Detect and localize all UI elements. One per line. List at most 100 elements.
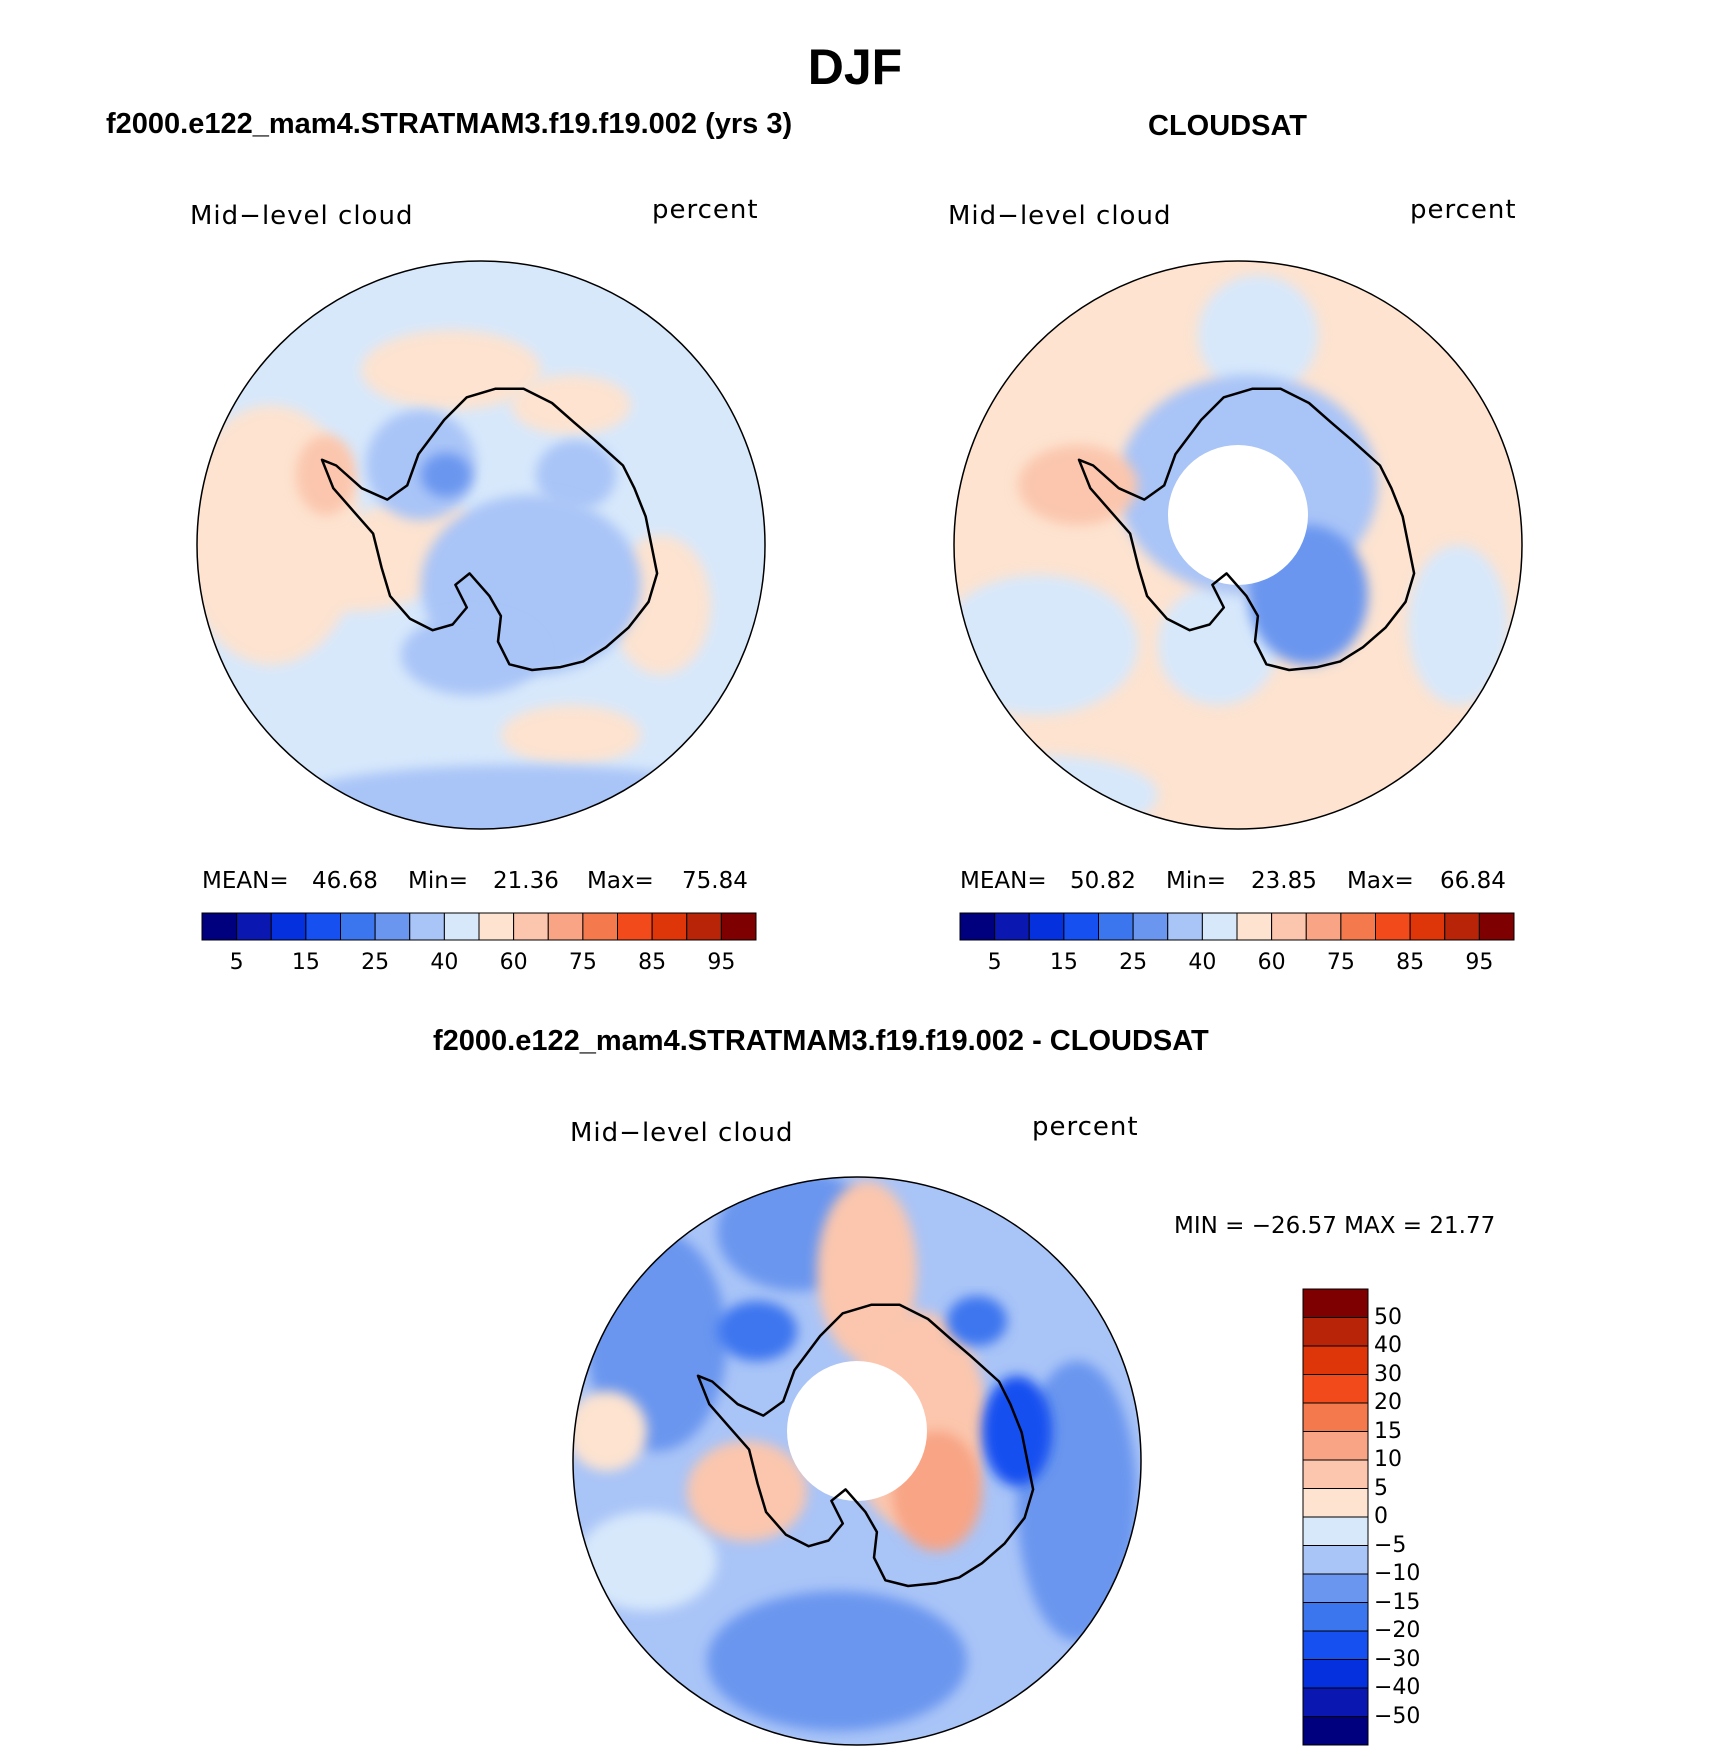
- panel2-warm-region-peninsula: [1018, 445, 1138, 525]
- panel2-min-label: Min=: [1166, 868, 1227, 894]
- panel3-colorbar-tick-label: −50: [1374, 1703, 1421, 1729]
- panel1-colorbar-swatch: [651, 912, 688, 941]
- panel1-colorbar-tick-label: 15: [291, 950, 320, 975]
- panel1-colorbar-swatch: [720, 912, 757, 941]
- panel1-min-label: Min=: [408, 868, 469, 894]
- panel2-colorbar-swatch: [1340, 912, 1376, 941]
- panel2-colorbar-swatch: [1132, 912, 1169, 941]
- panel2-colorbar-tick-label: 60: [1257, 950, 1286, 975]
- panel3-colorbar-swatch: [1302, 1459, 1369, 1489]
- panel2-cool-region-east: [1408, 545, 1508, 705]
- panel3-colorbar-tick-label: 30: [1374, 1361, 1402, 1387]
- panel3-warm-patch-west: [573, 1391, 647, 1471]
- panel2-colorbar-swatch: [994, 912, 1030, 941]
- panel3-variable-label: Mid−level cloud: [570, 1118, 794, 1148]
- panel3-colorbar-swatch: [1302, 1687, 1369, 1717]
- panel1-colorbar-swatch: [374, 912, 411, 941]
- panel1-colorbar-swatch: [582, 912, 618, 941]
- panel1-max-label: Max=: [587, 868, 654, 894]
- figure-title: DJF: [807, 39, 903, 95]
- panel2-mean-label: MEAN=: [960, 868, 1047, 894]
- panel2-colorbar-tick-label: 25: [1119, 950, 1148, 975]
- panel2-colorbar-swatch: [1444, 912, 1480, 941]
- panel2-colorbar-swatch: [959, 912, 996, 941]
- panel2-colorbar-swatch: [1063, 912, 1099, 941]
- panel2-cool-region-weddell: [1158, 585, 1278, 705]
- panel3-colorbar-tick-label: 5: [1374, 1475, 1388, 1501]
- panel3-mild-region-west: [577, 1511, 717, 1611]
- panel2-colorbar-tick-label: 95: [1465, 950, 1494, 975]
- panel3-colorbar-tick-label: −30: [1374, 1646, 1421, 1672]
- panel1-title: f2000.e122_mam4.STRATMAM3.f19.f19.002 (y…: [106, 108, 793, 140]
- panel3-colorbar-tick-label: −40: [1374, 1675, 1421, 1700]
- panel1-colorbar-tick-label: 60: [499, 950, 528, 975]
- panel3-colorbar-swatch: [1302, 1716, 1369, 1746]
- panel2-variable-label: Mid−level cloud: [948, 201, 1172, 231]
- panel3-colorbar-swatch: [1302, 1431, 1369, 1461]
- panel2-colorbar-tick-label: 15: [1049, 950, 1078, 975]
- panel1-colorbar-swatch: [478, 912, 515, 941]
- panel1-colorbar-swatch: [305, 912, 341, 941]
- panel3-colorbar-swatch: [1302, 1516, 1369, 1546]
- panel1-units-label: percent: [652, 195, 759, 225]
- panel2-colorbar-swatch: [1236, 912, 1273, 941]
- panel3-antarctica-coastline: [696, 1303, 1035, 1588]
- panel2-cool-region-southwest: [954, 755, 1158, 829]
- panel1-warm-region-south: [501, 705, 641, 765]
- panel3-colorbar-tick-label: −10: [1374, 1561, 1421, 1586]
- panel1-cool-region-south-edge: [281, 765, 761, 829]
- panel3-units-label: percent: [1032, 1112, 1139, 1142]
- panel1-max-value: 75.84: [682, 868, 748, 894]
- panel3-colorbar-tick-label: −20: [1374, 1618, 1421, 1643]
- panel1-cool-region-weddell: [401, 615, 541, 695]
- panel3-cool-core-east: [947, 1296, 1007, 1346]
- panel3-minmax: MIN = −26.57 MAX = 21.77: [1174, 1213, 1496, 1239]
- panel2-map-frame: [953, 260, 1523, 830]
- panel1-colorbar-swatch: [409, 912, 445, 941]
- panel2-colorbar-swatch: [1375, 912, 1411, 941]
- panel3-colorbar-swatch: [1302, 1488, 1369, 1518]
- panel2-max-value: 66.84: [1440, 868, 1506, 894]
- panel3-colorbar-tick-label: 15: [1374, 1418, 1402, 1444]
- panel1-colorbar-tick-label: 85: [638, 950, 667, 975]
- panel3-warm-region-north: [817, 1181, 917, 1361]
- panel3-colorbar-swatch: [1302, 1345, 1369, 1375]
- panel2-colorbar-swatch: [1098, 912, 1134, 941]
- panel2-colorbar-swatch: [1478, 912, 1515, 941]
- panel3-colorbar-tick-label: 10: [1374, 1447, 1402, 1472]
- panel2-colorbar-swatch: [1271, 912, 1307, 941]
- panel1-colorbar-tick-label: 40: [430, 950, 459, 975]
- panel3-cool-region-south: [707, 1591, 967, 1731]
- panel3-cool-core-ross: [717, 1301, 797, 1361]
- panel2-colorbar-tick-label: 75: [1326, 950, 1355, 975]
- panel3-title: f2000.e122_mam4.STRATMAM3.f19.f19.002 - …: [433, 1025, 1209, 1057]
- panel1-colorbar-swatch: [547, 912, 584, 941]
- panel1-colorbar-swatch: [513, 912, 549, 941]
- panel2-colorbar-tick-label: 40: [1188, 950, 1217, 975]
- panel2-colorbar-swatch: [1201, 912, 1238, 941]
- panel3-colorbar-swatch: [1302, 1545, 1369, 1575]
- panel1-mean-value: 46.68: [312, 868, 378, 894]
- panel1-map: [197, 261, 765, 829]
- panel1-min-value: 21.36: [493, 868, 559, 894]
- panel1-colorbar-swatch: [270, 912, 307, 941]
- panel3-colorbar-tick-label: 40: [1374, 1333, 1402, 1358]
- panel1-colorbar-tick-label: 95: [707, 950, 736, 975]
- panel1-colorbar-swatch: [443, 912, 480, 941]
- panel2-map: [954, 261, 1522, 829]
- panel1-colorbar-swatch: [236, 912, 272, 941]
- panel2-antarctica-coastline: [1077, 387, 1416, 672]
- panel1-colorbar-tick-label: 25: [361, 950, 390, 975]
- panel3-map-frame: [572, 1176, 1142, 1746]
- panel3-colorbar-swatch: [1302, 1573, 1369, 1603]
- panel2-cool-region-north: [1198, 275, 1318, 395]
- panel2-min-value: 23.85: [1251, 868, 1317, 894]
- panel3-map: [573, 1177, 1141, 1745]
- panel1-cool-core-ross: [421, 453, 471, 497]
- panel1-cool-region-interior: [536, 440, 616, 510]
- panel3-polar-data-gap: [787, 1361, 927, 1501]
- panel3-colorbar-swatch: [1302, 1374, 1369, 1404]
- panel1-antarctica-coastline: [320, 387, 659, 672]
- panel2-colorbar-swatch: [1028, 912, 1065, 941]
- panel3-colorbar-swatch: [1302, 1659, 1369, 1689]
